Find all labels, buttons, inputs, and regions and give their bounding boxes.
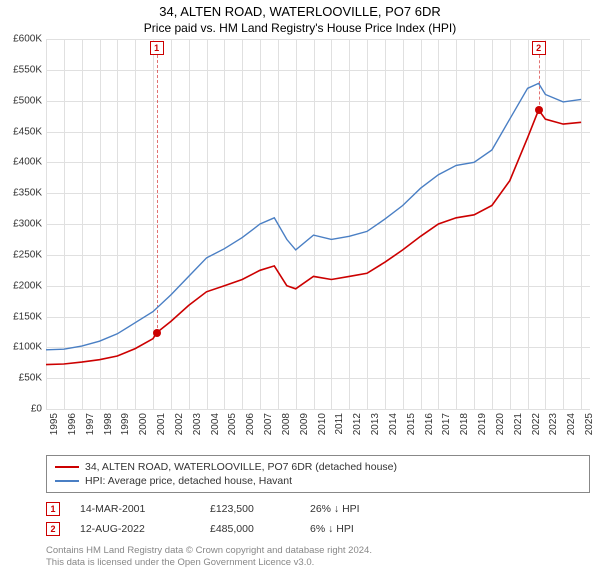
sales-price: £485,000 (210, 523, 290, 535)
y-axis-label: £600K (13, 34, 42, 45)
x-axis-label: 2013 (370, 413, 381, 435)
y-axis-label: £50K (19, 373, 42, 384)
sales-row: 2 12-AUG-2022 £485,000 6% ↓ HPI (46, 519, 590, 539)
y-axis-label: £500K (13, 95, 42, 106)
x-axis-label: 2019 (477, 413, 488, 435)
x-axis-label: 1997 (85, 413, 96, 435)
x-axis-label: 2017 (441, 413, 452, 435)
chart-title: 34, ALTEN ROAD, WATERLOOVILLE, PO7 6DR (0, 0, 600, 19)
x-axis-label: 2014 (388, 413, 399, 435)
x-axis-label: 2018 (459, 413, 470, 435)
legend-row: 34, ALTEN ROAD, WATERLOOVILLE, PO7 6DR (… (55, 460, 581, 474)
x-axis-label: 2009 (299, 413, 310, 435)
y-axis-label: £450K (13, 126, 42, 137)
x-axis-label: 2007 (263, 413, 274, 435)
x-axis-label: 2010 (317, 413, 328, 435)
y-axis-label: £550K (13, 64, 42, 75)
x-axis-label: 2022 (531, 413, 542, 435)
x-axis-label: 2012 (352, 413, 363, 435)
x-axis-label: 2000 (138, 413, 149, 435)
y-axis-label: £400K (13, 157, 42, 168)
sales-row: 1 14-MAR-2001 £123,500 26% ↓ HPI (46, 499, 590, 519)
legend-label: 34, ALTEN ROAD, WATERLOOVILLE, PO7 6DR (… (85, 461, 397, 473)
chart-lines (46, 39, 590, 409)
legend-swatch (55, 466, 79, 468)
y-axis-label: £250K (13, 249, 42, 260)
y-axis-label: £300K (13, 219, 42, 230)
chart-plot-area: £0£50K£100K£150K£200K£250K£300K£350K£400… (46, 39, 590, 409)
y-axis-label: £150K (13, 311, 42, 322)
x-axis-label: 2006 (245, 413, 256, 435)
sales-marker: 1 (46, 502, 60, 516)
x-axis-label: 1998 (103, 413, 114, 435)
x-axis-label: 1996 (67, 413, 78, 435)
x-axis-label: 1995 (49, 413, 60, 435)
x-axis-label: 2002 (174, 413, 185, 435)
x-axis-label: 1999 (120, 413, 131, 435)
x-axis-label: 2004 (210, 413, 221, 435)
x-axis-label: 2001 (156, 413, 167, 435)
sales-table: 1 14-MAR-2001 £123,500 26% ↓ HPI 2 12-AUG-202… (46, 499, 590, 539)
x-axis-label: 2015 (406, 413, 417, 435)
series-line-hpi (46, 83, 581, 349)
attribution-line1: Contains HM Land Registry data © Crown c… (46, 545, 590, 557)
y-axis-label: £350K (13, 188, 42, 199)
attribution-text: Contains HM Land Registry data © Crown c… (46, 545, 590, 570)
x-axis-label: 2016 (424, 413, 435, 435)
sales-marker: 2 (46, 522, 60, 536)
y-axis-label: £100K (13, 342, 42, 353)
x-axis-label: 2003 (192, 413, 203, 435)
chart-subtitle: Price paid vs. HM Land Registry's House … (0, 19, 600, 39)
y-axis-label: £200K (13, 280, 42, 291)
x-axis-label: 2011 (334, 413, 345, 435)
series-line-price_paid (46, 110, 581, 365)
legend-label: HPI: Average price, detached house, Hava… (85, 475, 292, 487)
legend-swatch (55, 480, 79, 482)
x-axis-label: 2005 (227, 413, 238, 435)
sales-diff: 6% ↓ HPI (310, 523, 390, 535)
legend-row: HPI: Average price, detached house, Hava… (55, 474, 581, 488)
sales-diff: 26% ↓ HPI (310, 503, 390, 515)
x-axis-label: 2021 (513, 413, 524, 435)
x-axis-label: 2020 (495, 413, 506, 435)
y-axis-label: £0 (31, 404, 42, 415)
attribution-line2: This data is licensed under the Open Gov… (46, 557, 590, 569)
sales-date: 12-AUG-2022 (80, 523, 190, 535)
gridline-h (46, 409, 590, 410)
sales-price: £123,500 (210, 503, 290, 515)
chart-container: 34, ALTEN ROAD, WATERLOOVILLE, PO7 6DR P… (0, 0, 600, 560)
chart-legend: 34, ALTEN ROAD, WATERLOOVILLE, PO7 6DR (… (46, 455, 590, 493)
x-axis-label: 2023 (548, 413, 559, 435)
x-axis-label: 2025 (584, 413, 595, 435)
sales-date: 14-MAR-2001 (80, 503, 190, 515)
x-axis-label: 2024 (566, 413, 577, 435)
x-axis-label: 2008 (281, 413, 292, 435)
